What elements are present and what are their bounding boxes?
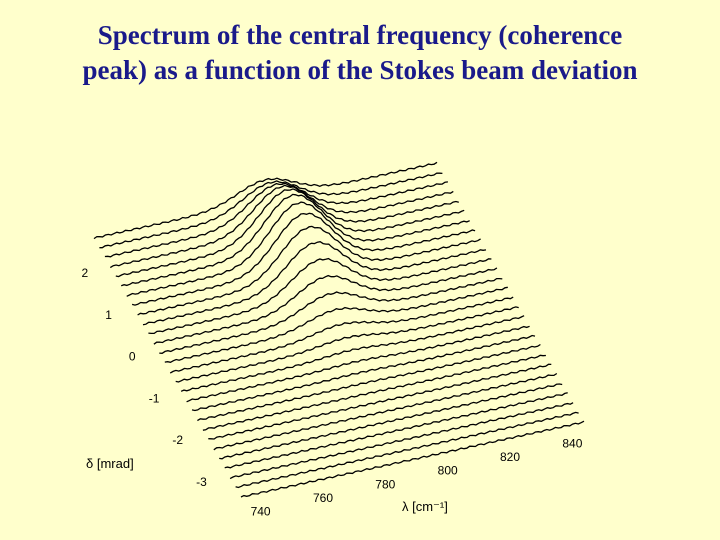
spectrum-line (137, 225, 481, 316)
y-tick-label: 0 (129, 350, 136, 364)
spectra-series (93, 161, 585, 498)
x-tick-label: 800 (438, 464, 458, 478)
spectrum-line (219, 383, 563, 460)
spectrum-line (115, 188, 459, 278)
x-tick-label: 780 (375, 477, 395, 491)
y-tick-label: -3 (196, 475, 207, 489)
slide-title-line-1: Spectrum of the central frequency (coher… (97, 20, 623, 50)
spectrum-line (126, 201, 470, 297)
spectrum-line (164, 286, 508, 363)
y-tick-label: -1 (149, 391, 160, 405)
x-axis-ticks: 740 760 780 800 820 840 (251, 436, 583, 518)
x-axis-label: λ [cm⁻¹] (402, 499, 448, 514)
x-tick-label: 820 (500, 450, 520, 464)
spectrum-line (224, 392, 568, 469)
spectrum-line (202, 354, 546, 431)
spectrum-line (99, 172, 443, 249)
spectrum-line (175, 306, 519, 383)
x-tick-label: 760 (313, 491, 333, 505)
y-tick-label: -2 (172, 433, 183, 447)
spectrum-line (104, 181, 448, 258)
spectrum-line (142, 241, 487, 326)
spectrum-line (120, 193, 465, 287)
spectrum-line (148, 257, 492, 335)
spectrum-line (93, 161, 438, 240)
spectrum-line (235, 411, 579, 489)
spectrum-line (213, 372, 558, 451)
x-tick-label: 740 (251, 505, 271, 519)
spectrum-line (240, 420, 585, 498)
spectrum-line (159, 277, 503, 354)
x-tick-label: 840 (562, 436, 582, 450)
spectrum-line (153, 267, 498, 345)
spectrum-line (186, 325, 530, 403)
spectrum-line (131, 212, 476, 306)
y-tick-label: 2 (82, 266, 89, 280)
spectrum-line (180, 315, 525, 392)
spectrum-line (191, 334, 536, 412)
slide-title-line-2: peak) as a function of the Stokes beam d… (82, 55, 638, 85)
spectrum-line (169, 296, 514, 374)
y-axis-label: δ [mrad] (86, 456, 134, 471)
spectrum-line (197, 343, 541, 422)
spectrum-line (229, 402, 574, 480)
y-axis-ticks: -3 -2 -1 0 1 2 (82, 266, 208, 489)
slide-title: Spectrum of the central frequency (coher… (0, 18, 720, 88)
y-tick-label: 1 (105, 308, 112, 322)
spectrum-line (208, 363, 552, 440)
spectrum-line (109, 184, 454, 269)
